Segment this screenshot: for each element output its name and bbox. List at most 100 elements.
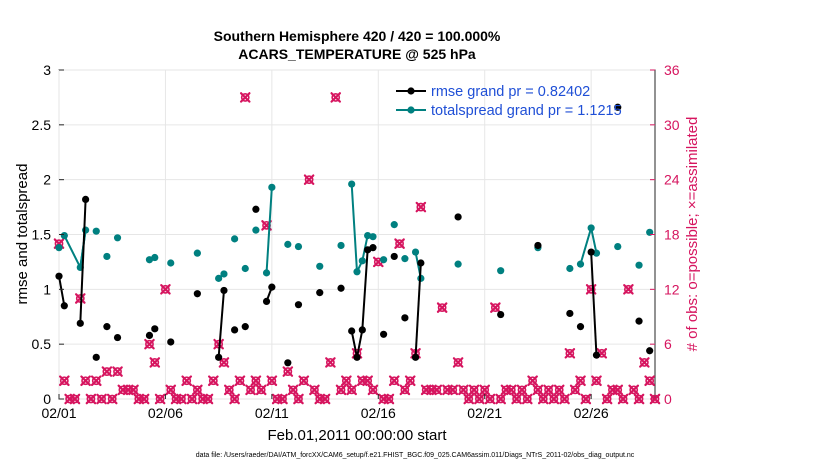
rmse-line-segment [217,290,225,358]
obs-possible-marker [576,376,585,386]
rmse-series [55,103,654,367]
obs-possible-marker [608,385,617,395]
obs-possible-marker [613,385,623,395]
obs-possible-marker [517,385,527,395]
obs-possible-marker [416,202,426,212]
left-tick-label: 2 [43,172,51,188]
obs-possible-marker [240,93,250,102]
totalspread-point [635,261,643,269]
totalspread-point [220,270,228,278]
obs-possible-marker [549,394,559,404]
totalspread-point [380,256,388,264]
x-tick-label: 02/16 [361,405,396,421]
obs-possible-marker [645,376,655,386]
obs-possible-marker [384,394,394,404]
obs-possible-marker [437,303,447,313]
totalspread-point [231,235,239,243]
obs-possible-marker [560,394,569,404]
totalspread-point [55,244,63,252]
obs-possible-marker [123,385,133,395]
chart-title-line-1: Southern Hemisphere 420 / 420 = 100.000% [214,28,501,44]
obs-possible-marker [294,394,303,404]
obs-possible-marker [618,394,628,404]
rmse-point [193,290,201,298]
totalspread-point [215,274,223,282]
rmse-point [348,327,356,335]
x-tick-label: 02/01 [41,405,76,421]
obs-possible-marker [230,394,240,404]
obs-possible-marker [570,385,580,395]
rmse-point [55,272,63,280]
obs-possible-marker [459,385,468,395]
legend: rmse grand pr = 0.82402 totalspread gran… [396,84,622,119]
totalspread-point [82,226,90,234]
totalspread-point [262,269,271,277]
obs-possible-marker [182,376,192,386]
right-tick-label: 30 [664,117,680,133]
obs-possible-marker [554,385,564,395]
obs-possible-marker [427,385,436,395]
left-tick-label: 2.5 [32,117,52,133]
totalspread-point [358,257,366,265]
rmse-point [145,331,154,339]
right-tick-label: 12 [664,281,680,297]
obs-possible-marker [331,93,341,102]
rmse-point [646,347,654,355]
obs-possible-marker [187,394,197,404]
obs-possible-marker [634,394,644,404]
x-tick-label: 02/11 [255,405,289,421]
obs-possible-marker [267,376,277,386]
obs-possible-marker [118,385,128,395]
obs-possible-marker [150,358,160,367]
x-axis-ticks: 02/01 02/06 02/11 02/16 02/21 02/26 [41,394,609,421]
totalspread-point [369,233,377,241]
obs-possible-marker [357,376,367,386]
obs-possible-marker [235,376,245,386]
obs-possible-marker [145,339,154,349]
rmse-point [113,333,122,342]
totalspread-point [113,234,122,242]
obs-possible-marker [155,394,165,404]
totalspread-point [454,260,462,268]
y-axis-label-left: rmse and totalspread [14,164,31,305]
x-tick-label: 02/06 [148,405,183,421]
obs-possible-marker [272,394,282,404]
rmse-point [151,325,159,333]
totalspread-point [497,267,505,275]
obs-possible-marker [464,394,474,404]
rmse-point [284,359,292,367]
obs-possible-marker [581,394,591,404]
obs-possible-marker [203,394,213,404]
totalspread-point [252,226,260,234]
rmse-point [92,353,100,361]
obs-possible-marker [400,385,410,395]
obs-possible-marker [474,394,484,404]
obs-possible-marker [278,394,287,404]
obs-possible-marker [586,284,596,294]
left-tick-label: 0.5 [32,336,52,352]
obs-possible-marker [512,394,522,404]
obs-possible-marker [506,385,516,395]
legend-spread-marker [407,106,415,114]
totalspread-point [566,264,574,273]
legend-spread-label: totalspread grand pr = 1.1215 [431,103,622,119]
obs-possible-marker [86,394,96,404]
obs-possible-marker [176,394,186,404]
legend-rmse-label: rmse grand pr = 0.82402 [431,84,590,100]
totalspread-point [284,240,292,248]
rmse-point [103,323,111,331]
totalspread-point [353,268,361,276]
rmse-line-segment [79,199,87,324]
obs-possible-marker [469,385,479,395]
rmse-point [231,326,239,334]
rmse-point [411,353,420,361]
left-tick-label: 1.5 [32,227,52,243]
obs-possible-marker [522,394,532,404]
rmse-point [60,302,68,310]
obs-possible-marker [533,385,543,395]
obs-possible-marker [107,394,117,404]
rmse-point [380,330,388,338]
rmse-point [268,283,276,291]
obs-possible-marker [198,394,208,404]
